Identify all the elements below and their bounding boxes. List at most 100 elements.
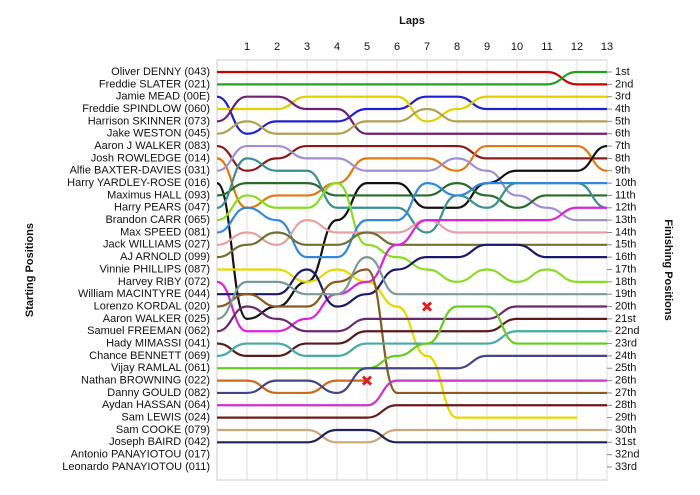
y-tick-label: Samuel FREEMAN (062) [87,325,210,337]
y2-tick-label: 14th [615,226,636,238]
y-tick-label: Harry PEARS (047) [114,202,210,214]
y2-tick-label: 29th [615,412,636,424]
y2-tick-label: 25th [615,362,636,374]
y-tick-label: Alfie BAXTER-DAVIES (031) [70,165,210,177]
x-tick-label: 1 [244,41,250,53]
series-line [216,379,607,407]
y2-tick-label: 27th [615,387,636,399]
x-tick-label: 8 [454,41,460,53]
y2-tick-label: 23rd [615,337,637,349]
y-tick-label: Freddie SLATER (021) [99,78,210,90]
series-line [216,144,607,172]
y2-tick-label: 32nd [615,449,639,461]
y-tick-label: Leonardo PANAYIOTOU (011) [62,461,210,473]
y-tick-label: Oliver DENNY (043) [111,66,210,78]
y2-tick-label: 1st [615,66,630,78]
y2-tick-label: 7th [615,140,630,152]
series-line [217,70,607,86]
series-line [216,107,607,135]
series-line [216,95,607,135]
y-tick-label: Jamie MEAD (00E) [116,91,210,103]
y-tick-label: Harrison SKINNER (073) [88,115,210,127]
y2-tick-label: 18th [615,276,636,288]
series-line [217,354,607,395]
series-line [217,70,607,86]
y2-tick-label: 33rd [615,461,637,473]
series-line [216,268,607,395]
y2-tick-label: 3rd [615,91,631,103]
x-tick-label: 2 [274,41,280,53]
y2-tick-label: 31st [615,436,636,448]
x-tick-label: 13 [601,41,613,53]
y-tick-label: Aydan HASSAN (064) [102,399,210,411]
crash-marker [361,375,373,386]
y-tick-label: Aaron J WALKER (083) [94,140,210,152]
x-tick-label: 9 [484,41,490,53]
y-tick-label: Hady MIMASSI (041) [106,337,210,349]
chart-title: Laps [399,15,425,27]
series-line [216,206,607,333]
y-tick-label: Danny GOULD (082) [107,387,210,399]
series-line [216,256,607,320]
y2-tick-label: 6th [615,128,630,140]
y-tick-label: Chance BENNETT (069) [89,350,210,362]
y-tick-label: Aaron WALKER (025) [103,313,210,325]
y-tick-label: Jack WILLIAMS (027) [103,239,210,251]
series-line [216,330,607,358]
series-line [216,144,607,222]
x-tick-label: 12 [571,41,583,53]
y-tick-label: Nathan BROWNING (022) [81,375,210,387]
y-tick-label: Jake WESTON (045) [107,128,210,140]
y2-tick-label: 11th [615,189,636,201]
y-tick-label: Max SPEED (081) [120,226,210,238]
x-tick-label: 4 [334,41,340,53]
y2-tick-label: 21st [615,313,636,325]
y2-tick-label: 24th [615,350,636,362]
y2-tick-label: 4th [615,103,630,115]
y2-tick-label: 22nd [615,325,639,337]
series-line [216,181,607,259]
y-tick-label: William MACINTYRE (044) [78,288,210,300]
series-line [216,219,608,246]
y2-tick-label: 13th [615,214,636,226]
x-tick-label: 7 [424,41,430,53]
y-tick-label: Harry YARDLEY-ROSE (016) [67,177,210,189]
y-tick-label: Lorenzo KORDAL (020) [94,300,210,312]
y2-tick-label: 2nd [615,78,633,90]
series-line [216,379,367,395]
y2-tick-label: 16th [615,251,636,263]
x-tick-label: 5 [364,41,370,53]
series-line [217,428,607,444]
series-line [216,144,608,209]
y-tick-label: Maximus HALL (093) [107,189,210,201]
y-tick-label: Sam COOKE (079) [116,424,210,436]
y2-tick-label: 12th [615,202,636,214]
series-line [216,305,607,333]
y2-tick-label: 15th [615,239,636,251]
x-tick-label: 11 [541,41,552,53]
y-tick-label: AJ ARNOLD (099) [120,251,210,263]
series-line [216,95,607,123]
y-tick-label: Harvey RIBY (072) [118,276,210,288]
y-tick-label: Vijay RAMLAL (061) [111,362,210,374]
series-line [217,404,607,419]
x-tick-label: 6 [394,41,400,53]
series-line [217,305,607,370]
series-line [216,181,607,209]
crash-marker [421,301,433,312]
series-line [216,231,607,259]
y2-tick-label: 10th [615,177,636,189]
y2-tick-label: 8th [615,152,630,164]
y-tick-label: Antonio PANAYIOTOU (017) [71,449,210,461]
y-tick-label: Josh ROWLEDGE (014) [91,152,210,164]
y2-tick-label: 28th [615,399,636,411]
series-line [217,243,607,308]
y-axis-label: Starting Positions [24,223,36,317]
y2-tick-label: 9th [615,165,630,177]
y-tick-label: Joseph BAIRD (042) [109,436,210,448]
y2-tick-label: 17th [615,263,636,275]
y2-axis-label: Finishing Positions [662,219,674,320]
y2-tick-label: 5th [615,115,630,127]
y-tick-label: Freddie SPINDLOW (060) [82,103,210,115]
